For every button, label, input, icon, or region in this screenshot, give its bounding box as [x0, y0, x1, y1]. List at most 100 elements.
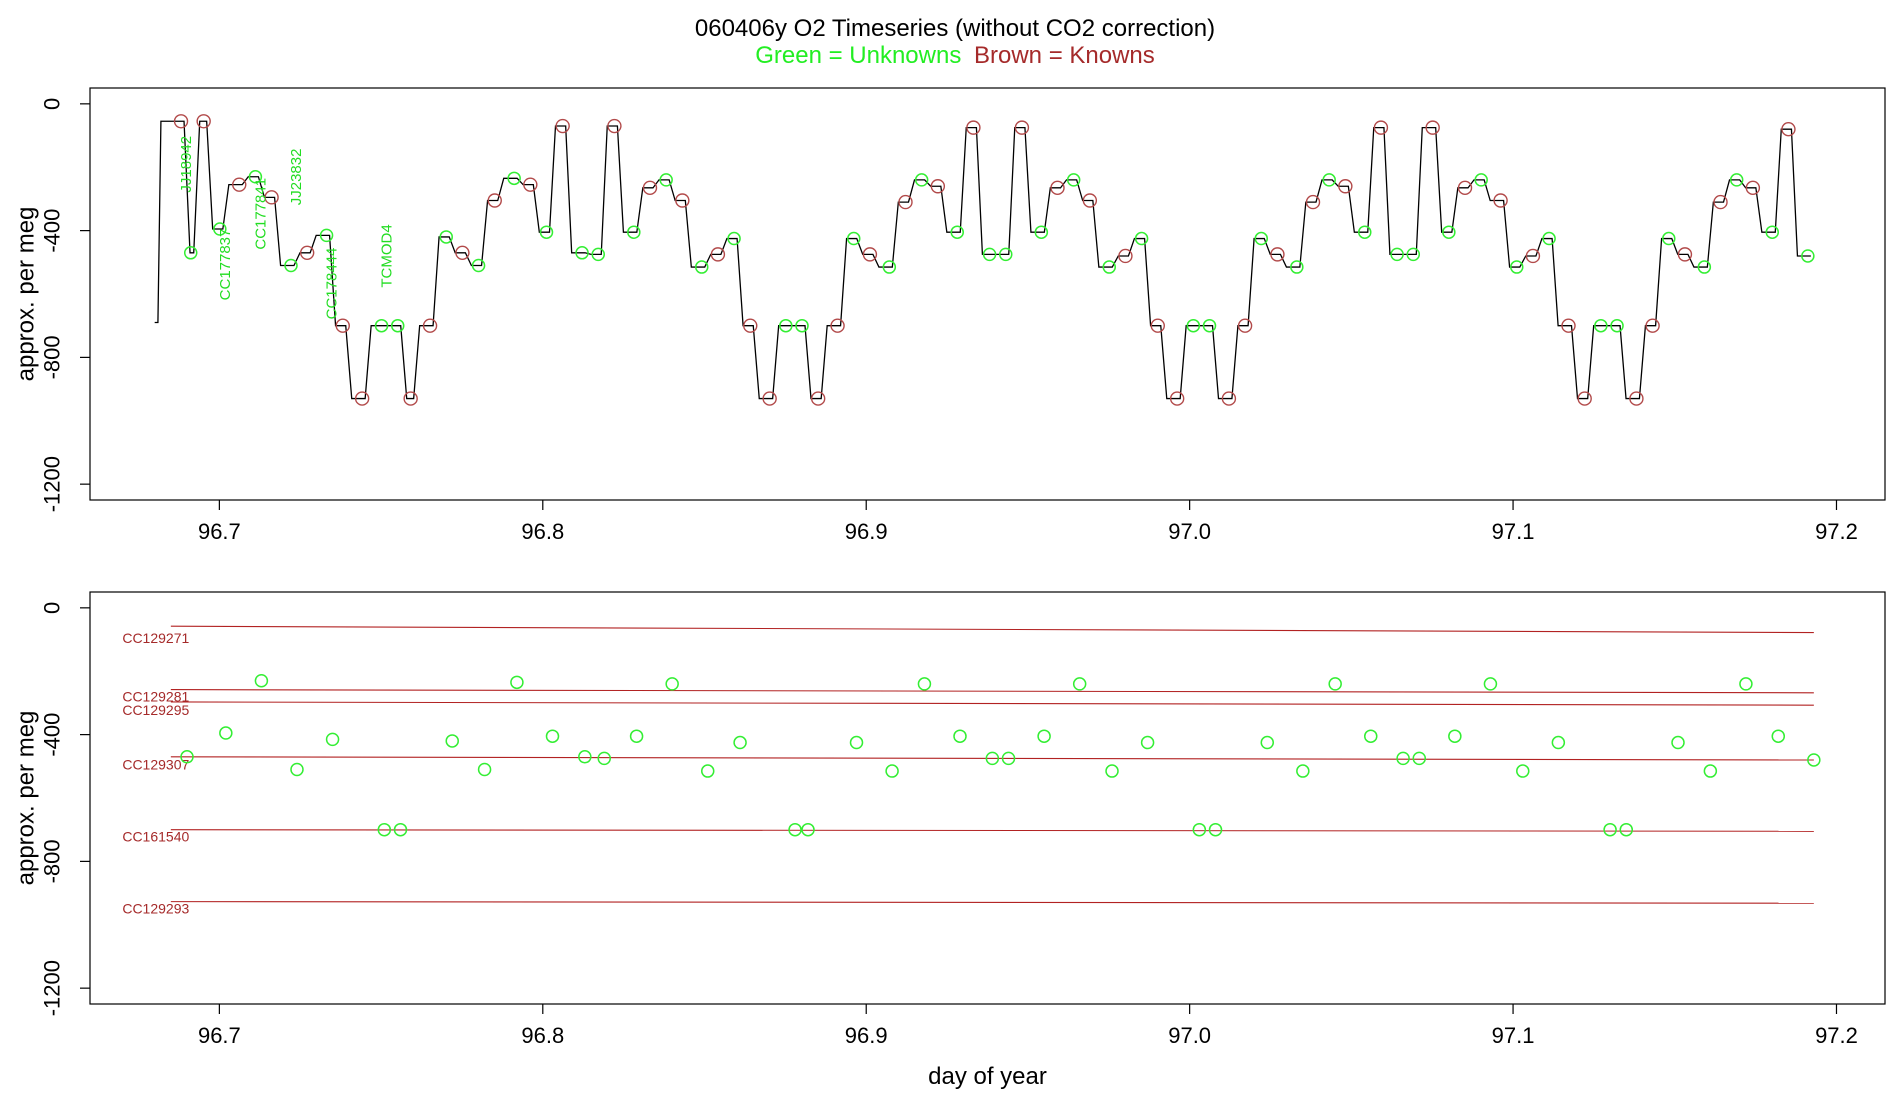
unknown-point	[1202, 318, 1217, 333]
known-point	[1745, 180, 1761, 196]
unknown-point	[1066, 173, 1081, 187]
bottom-panel-scatter: 96.7 96.8 96.9 97.0 97.1 97.2 0 -400 -800 -1200 ap…	[13, 591, 1886, 1090]
known-point	[898, 194, 913, 210]
unknown-point	[882, 260, 897, 274]
unknown-point	[377, 822, 392, 837]
known-reference-line	[170, 701, 1814, 706]
unknown-point	[1208, 822, 1223, 837]
known-reference-line	[170, 829, 1814, 832]
known-line-label: CC129295	[122, 702, 189, 718]
unknown-point	[665, 677, 679, 691]
known-point	[710, 247, 726, 262]
unknown-point	[885, 764, 899, 778]
known-point	[422, 318, 438, 333]
known-point	[1150, 318, 1165, 333]
known-point	[830, 318, 845, 333]
unknown-point	[1474, 173, 1488, 187]
unknown-point	[1551, 735, 1566, 750]
unknown-point	[1322, 173, 1336, 187]
legend-knowns: Brown = Knowns	[974, 42, 1155, 69]
known-point	[607, 118, 622, 134]
unknown-point	[1001, 751, 1016, 766]
unknown-point	[1072, 677, 1087, 691]
known-point	[354, 391, 370, 406]
unknown-sample-label: TCMOD4	[379, 224, 396, 287]
top-y-tick-label: 0	[40, 98, 65, 110]
known-point	[299, 245, 315, 261]
unknown-point	[284, 258, 298, 273]
bottom-x-tick-label: 96.7	[198, 1023, 241, 1048]
unknown-point	[390, 318, 405, 333]
unknown-point	[1671, 735, 1685, 750]
unknown-point	[374, 318, 389, 333]
unknown-point	[795, 318, 809, 333]
unknown-point	[539, 225, 554, 239]
unknown-point	[1662, 231, 1676, 246]
top-y-tick-label: -800	[40, 335, 65, 379]
unknown-point	[982, 247, 997, 262]
bottom-x-axis-label: day of year	[928, 1063, 1047, 1090]
top-x-tick-label: 97.0	[1168, 519, 1211, 544]
known-point	[930, 179, 946, 194]
known-reference-line	[170, 901, 1814, 904]
known-point	[1493, 193, 1508, 208]
unknown-point	[1619, 822, 1634, 837]
known-point	[403, 391, 418, 406]
unknown-sample-label: CC177841	[252, 178, 269, 250]
known-point	[743, 318, 758, 333]
unknown-point	[727, 231, 741, 246]
unknown-sample-label: CC178444	[324, 248, 341, 320]
unknown-point	[445, 734, 459, 748]
unknown-point	[325, 732, 340, 747]
unknown-sample-label: CC177837	[217, 229, 234, 301]
unknown-point	[248, 169, 263, 184]
known-point	[1050, 180, 1065, 196]
unknown-point	[1739, 677, 1753, 691]
known-reference-line	[170, 689, 1814, 694]
top-y-tick-label: -1200	[40, 456, 65, 512]
unknown-point	[1483, 677, 1498, 691]
known-point	[1457, 180, 1473, 196]
unknown-point	[1134, 231, 1149, 246]
unknown-point	[1296, 764, 1310, 778]
unknown-point	[213, 222, 227, 236]
bottom-y-tick-label: -1200	[40, 960, 65, 1016]
unknown-point	[1765, 225, 1780, 239]
unknown-point	[779, 318, 793, 333]
known-reference-line	[170, 625, 1814, 634]
unknown-point	[801, 822, 815, 837]
unknown-point	[1192, 822, 1207, 837]
unknown-point	[1260, 735, 1275, 750]
known-point	[487, 193, 502, 208]
unknown-point	[985, 751, 1000, 766]
unknown-point	[953, 729, 967, 743]
known-point	[1270, 247, 1285, 262]
unknown-point	[578, 750, 592, 764]
unknown-sample-label: JJ23832	[288, 149, 305, 206]
unknown-point	[1290, 260, 1304, 274]
known-point	[555, 118, 570, 134]
unknown-point	[471, 258, 486, 273]
known-point	[966, 120, 981, 135]
known-line-label: CC129293	[122, 900, 189, 916]
known-point	[1781, 121, 1796, 137]
unknown-point	[254, 673, 269, 688]
unknown-point	[290, 762, 304, 777]
known-point	[810, 391, 826, 406]
unknown-point	[1448, 729, 1462, 743]
unknown-point	[510, 675, 524, 690]
known-line-label: CC129281	[122, 689, 189, 705]
unknown-point	[597, 751, 611, 766]
bottom-y-tick-label: -400	[40, 713, 65, 757]
unknown-point	[914, 173, 929, 187]
unknown-point	[1406, 247, 1421, 262]
known-line-label: CC161540	[122, 829, 189, 845]
unknown-point	[1328, 677, 1342, 691]
known-point	[523, 177, 538, 192]
unknown-point	[788, 822, 802, 837]
unknown-point	[477, 762, 492, 777]
top-x-tick-label: 96.9	[845, 519, 888, 544]
bottom-y-tick-label: 0	[40, 602, 65, 614]
figure-title: 060406y O2 Timeseries (without CO2 corre…	[695, 15, 1215, 42]
